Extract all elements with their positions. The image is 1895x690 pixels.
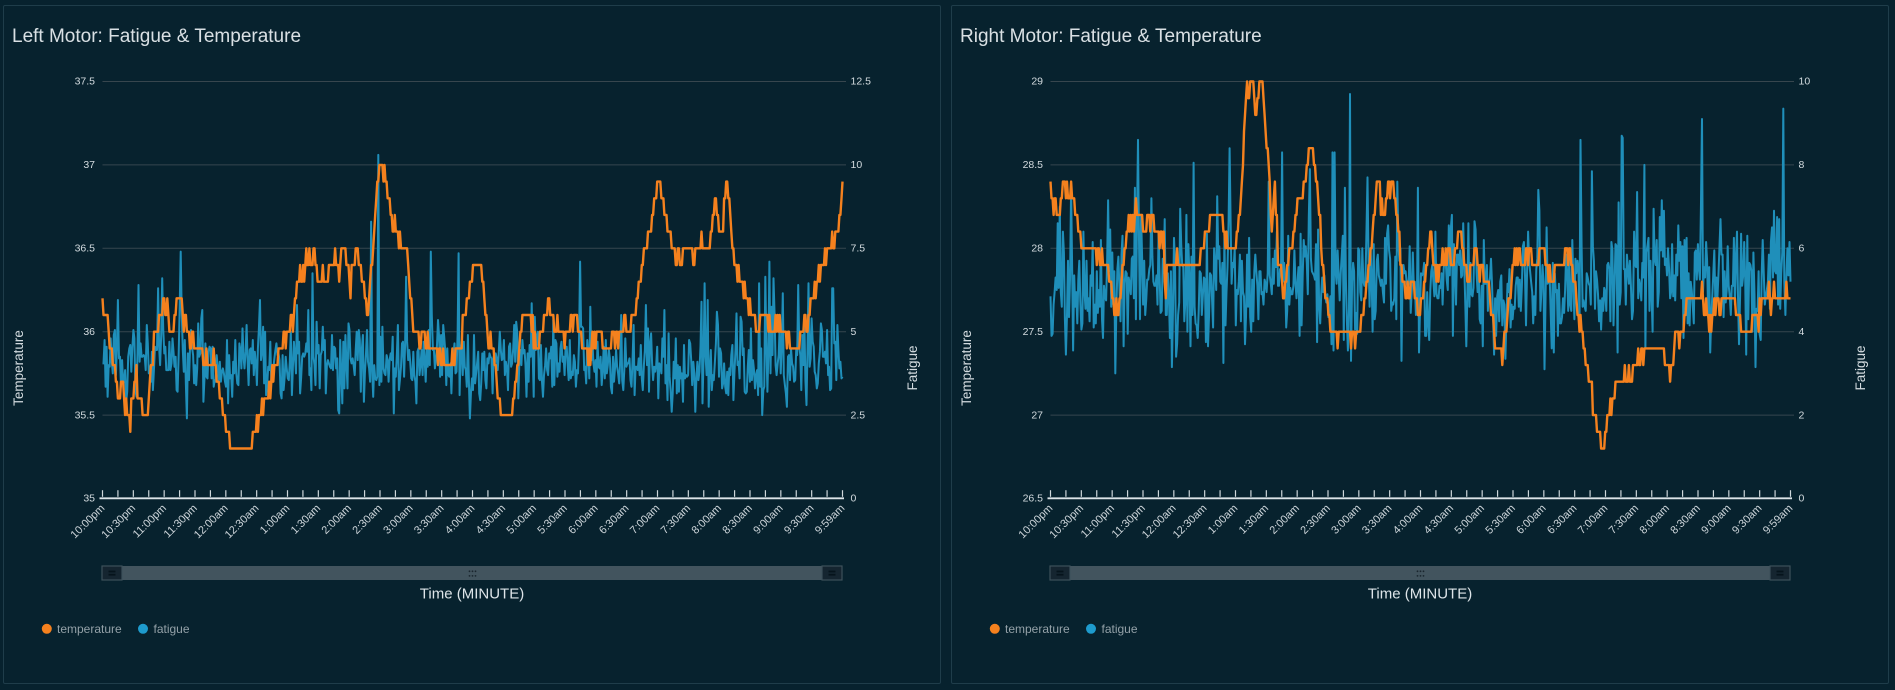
svg-text:1:00am: 1:00am [1206,502,1240,536]
svg-text:2:00am: 2:00am [1268,502,1302,536]
svg-text:Temperature: Temperature [959,330,974,406]
svg-text:3:30am: 3:30am [412,502,446,536]
svg-text:5:00am: 5:00am [505,502,539,536]
svg-text:7:00am: 7:00am [628,502,662,536]
svg-text:7:30am: 7:30am [659,502,693,536]
svg-text:fatigue: fatigue [154,622,190,636]
svg-text:12:30am: 12:30am [1171,502,1210,541]
svg-text:36: 36 [83,326,95,338]
svg-text:2: 2 [1799,409,1805,421]
svg-text:35.5: 35.5 [75,409,96,421]
svg-text:2.5: 2.5 [851,409,866,421]
svg-text:9:59am: 9:59am [813,502,847,536]
svg-text:Temperature: Temperature [11,330,26,406]
svg-text:28: 28 [1031,243,1043,255]
svg-text:36.5: 36.5 [75,243,96,255]
svg-text:1:30am: 1:30am [289,502,323,536]
svg-text:9:00am: 9:00am [1699,502,1733,536]
svg-text:2:30am: 2:30am [350,502,384,536]
svg-text:Fatigue: Fatigue [905,345,920,390]
svg-text:37: 37 [83,159,95,171]
svg-text:Time (MINUTE): Time (MINUTE) [1368,586,1472,603]
svg-text:5: 5 [851,326,857,338]
svg-text:7:00am: 7:00am [1576,502,1610,536]
svg-text:fatigue: fatigue [1102,622,1138,636]
svg-text:5:00am: 5:00am [1453,502,1487,536]
svg-text:9:30am: 9:30am [782,502,816,536]
svg-text:5:30am: 5:30am [535,502,569,536]
svg-text:10: 10 [1799,76,1811,88]
svg-text:8: 8 [1799,159,1805,171]
svg-text:2:00am: 2:00am [320,502,354,536]
svg-text:8:00am: 8:00am [1638,502,1672,536]
svg-text:4:30am: 4:30am [1422,502,1456,536]
svg-text:10:30pm: 10:30pm [1047,502,1086,541]
svg-text:8:30am: 8:30am [1668,502,1702,536]
svg-text:37.5: 37.5 [75,76,96,88]
svg-text:Right Motor: Fatigue & Tempera: Right Motor: Fatigue & Temperature [960,26,1262,47]
svg-text:9:59am: 9:59am [1761,502,1795,536]
svg-text:0: 0 [1799,493,1805,505]
svg-text:0: 0 [851,493,857,505]
svg-text:2:30am: 2:30am [1298,502,1332,536]
svg-text:10:30pm: 10:30pm [99,502,138,541]
svg-text:4:30am: 4:30am [474,502,508,536]
svg-text:3:00am: 3:00am [381,502,415,536]
svg-text:8:00am: 8:00am [690,502,724,536]
svg-text:6:30am: 6:30am [1545,502,1579,536]
svg-text:10: 10 [851,159,863,171]
svg-text:4: 4 [1799,326,1805,338]
svg-text:4:00am: 4:00am [1391,502,1425,536]
svg-text:4:00am: 4:00am [443,502,477,536]
svg-text:6:30am: 6:30am [597,502,631,536]
svg-text:temperature: temperature [57,622,122,636]
svg-text:3:30am: 3:30am [1360,502,1394,536]
svg-text:1:30am: 1:30am [1237,502,1271,536]
svg-text:26.5: 26.5 [1023,493,1044,505]
svg-text:7.5: 7.5 [851,243,866,255]
svg-text:Fatigue: Fatigue [1853,345,1868,390]
svg-text:28.5: 28.5 [1023,159,1044,171]
svg-text:12.5: 12.5 [851,76,872,88]
svg-text:29: 29 [1031,76,1043,88]
svg-text:9:00am: 9:00am [751,502,785,536]
svg-text:7:30am: 7:30am [1607,502,1641,536]
svg-text:3:00am: 3:00am [1329,502,1363,536]
svg-text:6:00am: 6:00am [1514,502,1548,536]
svg-text:Time (MINUTE): Time (MINUTE) [420,586,524,603]
svg-text:6:00am: 6:00am [566,502,600,536]
svg-text:1:00am: 1:00am [258,502,292,536]
svg-text:6: 6 [1799,243,1805,255]
svg-text:temperature: temperature [1005,622,1070,636]
svg-text:27.5: 27.5 [1023,326,1044,338]
svg-text:9:30am: 9:30am [1730,502,1764,536]
svg-text:35: 35 [83,493,95,505]
svg-text:5:30am: 5:30am [1483,502,1517,536]
svg-text:8:30am: 8:30am [720,502,754,536]
svg-text:Left Motor: Fatigue & Temperat: Left Motor: Fatigue & Temperature [12,26,301,47]
svg-text:12:30am: 12:30am [223,502,262,541]
svg-text:27: 27 [1031,409,1043,421]
